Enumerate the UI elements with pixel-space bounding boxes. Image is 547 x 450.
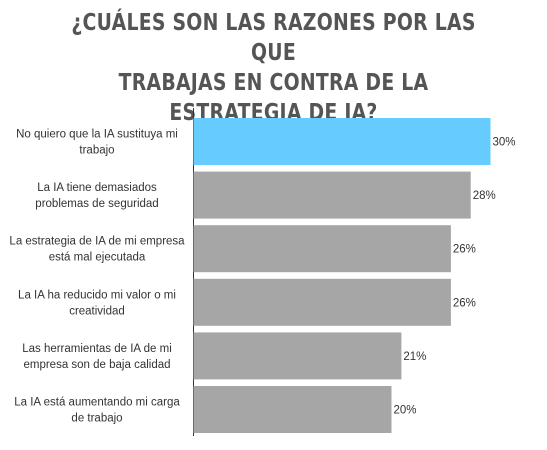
category-label-5: Las herramientas de IA de mi empresa son … [22,343,172,371]
value-label-1: 30% [493,137,516,149]
category-label-3: La estrategia de IA de mi empresa está ma… [9,236,185,264]
category-label-1: No quiero que la IA sustituya mi trabajo [16,129,178,157]
bar-2 [193,171,471,219]
category-label-6: La IA está aumentando mi carga de trabajo [14,397,180,425]
bar-1 [193,118,491,165]
value-label-6: 20% [394,405,417,417]
bar-3 [193,225,451,273]
bar-5 [193,332,402,380]
chart-title-line-1: ¿CUÁLES SON LAS RAZONES POR LAS QUE [71,10,476,66]
value-label-2: 28% [473,190,496,202]
value-label-3: 26% [453,244,476,256]
value-label-5: 21% [403,351,426,363]
category-label-4: La IA ha reducido mi valor o mi creativid… [18,289,176,317]
bar-4 [193,278,451,326]
value-label-4: 26% [453,297,476,309]
category-label-2: La IA tiene demasiados problemas de segur… [35,182,158,210]
bar-6 [193,386,392,433]
